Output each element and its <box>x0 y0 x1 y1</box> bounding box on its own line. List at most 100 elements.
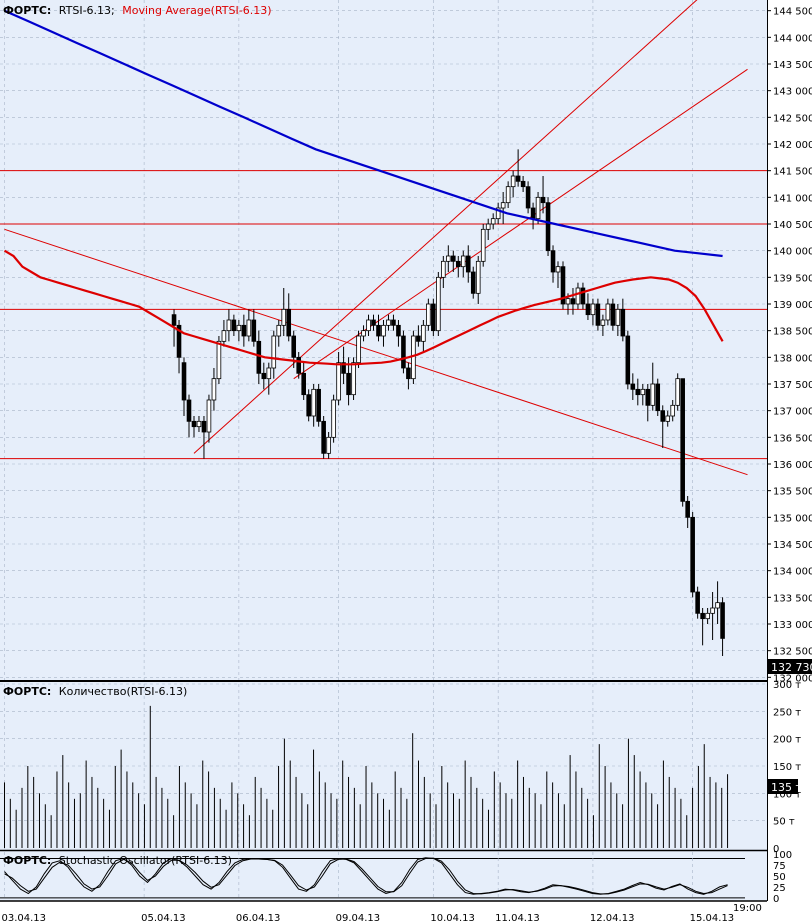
last-price-label: 132 730 <box>771 661 812 674</box>
price-tick-label: 139 500 <box>773 273 812 284</box>
candle-body <box>635 388 641 396</box>
candle-body <box>565 298 571 305</box>
stoch-tick-label: 50 <box>773 872 786 883</box>
price-tick-label: 143 000 <box>773 87 812 98</box>
candle-body <box>176 324 182 358</box>
price-tick-label: 133 000 <box>773 620 812 631</box>
candle-body <box>261 372 267 380</box>
candle-body <box>460 255 466 268</box>
ma-slow-line <box>4 9 723 258</box>
candle-body <box>351 362 356 396</box>
candle-body <box>416 335 421 342</box>
candle-body <box>670 404 676 417</box>
candle-body <box>441 260 446 278</box>
volume-tick-label: 250 т <box>773 707 801 718</box>
candle-body <box>296 356 302 374</box>
candle-body <box>605 303 611 321</box>
candle-body <box>431 303 436 332</box>
candle-body <box>490 218 496 225</box>
candle-body <box>475 260 481 294</box>
price-tick-label: 141 000 <box>773 193 812 204</box>
price-tick-label: 137 500 <box>773 380 812 391</box>
candle-body <box>211 378 217 401</box>
date-tick-label: 06.04.13 <box>236 913 281 924</box>
price-tick-label: 136 500 <box>773 433 812 444</box>
price-tick-label: 134 500 <box>773 540 812 551</box>
candle-body <box>241 324 247 337</box>
candle-body <box>286 308 292 337</box>
candle-body <box>346 372 351 396</box>
price-tick-label: 138 000 <box>773 353 812 364</box>
axis-gutter <box>767 0 812 924</box>
candle-body <box>246 319 252 337</box>
price-tick-label: 139 000 <box>773 300 812 311</box>
ma-fast-line <box>3 249 724 366</box>
candle-body <box>555 266 561 273</box>
candle-body <box>625 335 631 385</box>
stoch-d-line <box>4 857 728 895</box>
candle-body <box>421 324 426 342</box>
candle-body <box>391 319 396 326</box>
last-price-badge <box>768 659 812 674</box>
date-tick-label: 05.04.13 <box>141 913 186 924</box>
candle-body <box>331 399 336 438</box>
candle-body <box>361 330 366 337</box>
price-tick-label: 140 500 <box>773 220 812 231</box>
price-tick-label: 136 000 <box>773 460 812 471</box>
candle-body <box>386 319 391 326</box>
candle-body <box>396 324 401 337</box>
candle-body <box>690 516 695 593</box>
price-tick-label: 133 500 <box>773 593 812 604</box>
candle-body <box>356 335 361 364</box>
last-volume-badge <box>768 779 798 794</box>
price-tick-label: 134 000 <box>773 567 812 578</box>
candle-body <box>600 319 606 326</box>
price-tick-label: 144 000 <box>773 33 812 44</box>
date-tick-label: 11.04.13 <box>495 913 540 924</box>
price-tick-label: 140 000 <box>773 247 812 258</box>
candle-body <box>336 362 341 401</box>
stoch-panel-title: ФОРТС: Stochastic Oscillator(RTSI-6.13) <box>3 854 232 867</box>
candle-body <box>610 303 616 326</box>
candle-body <box>256 340 262 374</box>
candle-body <box>580 287 586 305</box>
candle-body <box>276 324 282 337</box>
candle-body <box>720 602 725 639</box>
candle-body <box>590 303 596 316</box>
candle-body <box>640 388 646 396</box>
candle-body <box>221 330 227 342</box>
price-title-indicator: Moving Average(RTSI-6.13) <box>122 4 271 17</box>
volume-tick-label: 50 т <box>773 817 795 828</box>
axis-labels: 132 000 132 500 133 000 133 500 134 000 134 5… <box>1 7 812 924</box>
candle-body <box>341 362 346 374</box>
volume-tick-label: 200 т <box>773 735 801 746</box>
volume-tick-label: 100 т <box>773 789 801 800</box>
candle-body <box>321 420 326 454</box>
price-tick-label: 132 000 <box>773 673 812 684</box>
candle-body <box>650 383 656 406</box>
candle-body <box>271 335 277 369</box>
candle-body <box>535 196 541 220</box>
candle-body <box>236 324 242 332</box>
price-tick-label: 144 500 <box>773 7 812 18</box>
price-panel-title: ФОРТС: RTSI-6.13; Moving Average(RTSI-6.… <box>3 4 272 17</box>
price-title-symbol: RTSI-6.13; <box>59 4 115 17</box>
candle-body <box>700 612 705 620</box>
volume-panel-title: ФОРТС: Количество(RTSI-6.13) <box>3 685 187 698</box>
candle-body <box>450 255 456 262</box>
candle-body <box>615 308 621 326</box>
volume-tick-label: 0 <box>773 844 779 855</box>
candle-body <box>685 500 690 518</box>
candle-body <box>570 298 576 305</box>
price-tick-label: 137 000 <box>773 407 812 418</box>
candle-body <box>665 415 671 422</box>
candle-body <box>186 399 192 422</box>
stochastic-lines <box>4 857 728 895</box>
trendline <box>193 0 698 454</box>
candle-body <box>455 260 461 268</box>
candle-body <box>326 436 331 454</box>
candle-body <box>530 207 536 220</box>
date-tick-label: 12.04.13 <box>590 913 635 924</box>
date-axis-bg <box>0 901 767 924</box>
price-tick-label: 141 500 <box>773 167 812 178</box>
